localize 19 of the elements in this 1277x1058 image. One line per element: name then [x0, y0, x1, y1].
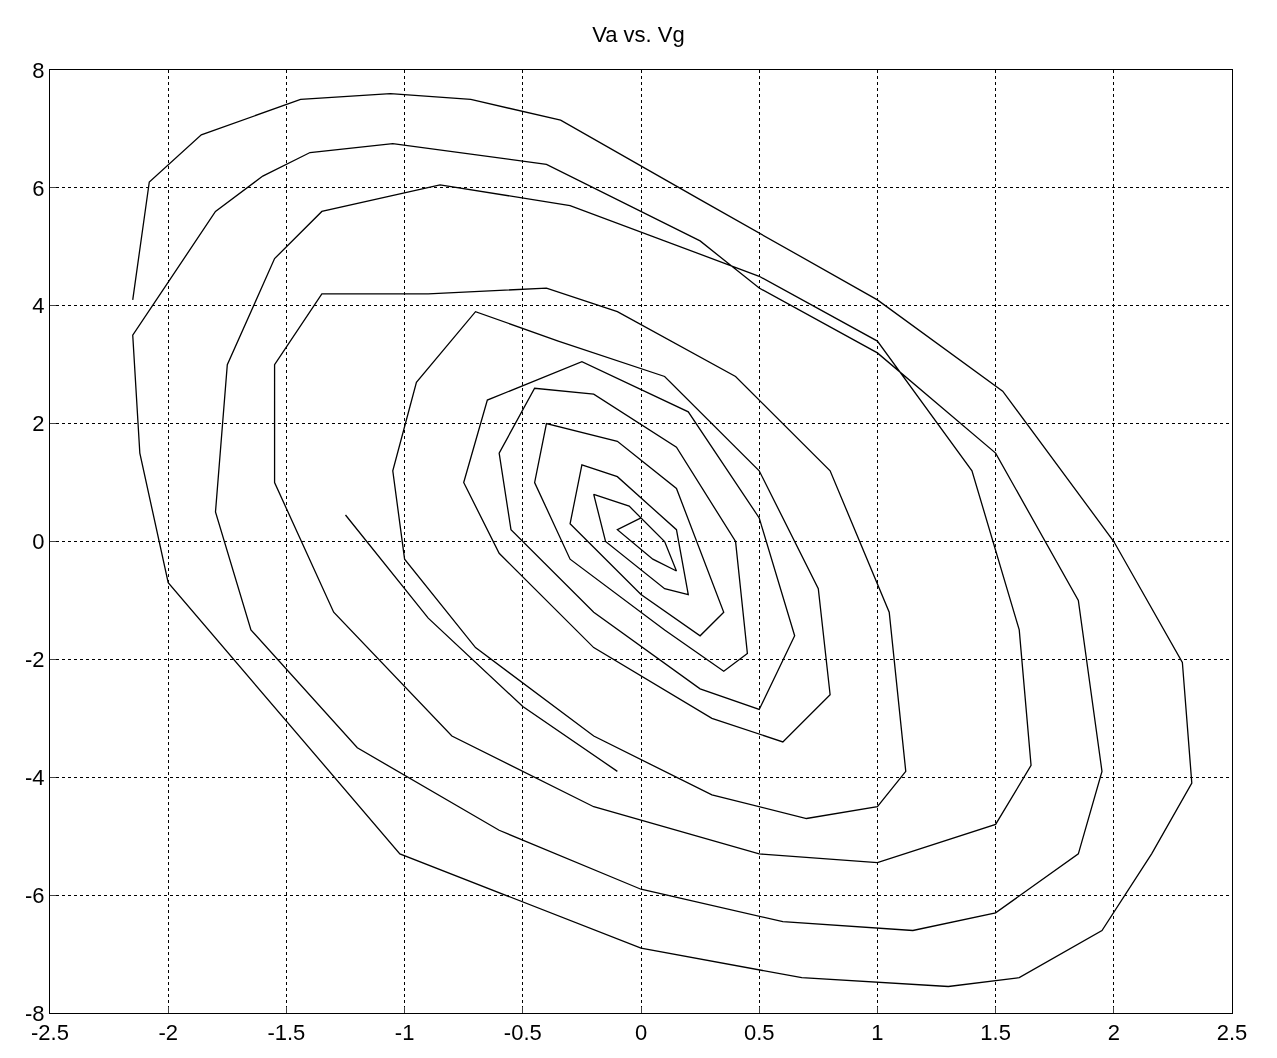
x-tick-label: -2 — [158, 1020, 178, 1046]
y-tick-label: 8 — [32, 57, 45, 83]
chart-title: Va vs. Vg — [592, 21, 685, 47]
y-tick-label: 4 — [32, 293, 45, 319]
x-tick-label: 1 — [871, 1020, 884, 1046]
y-tick-label: -4 — [25, 764, 45, 790]
x-tick-label: 0.5 — [743, 1020, 775, 1046]
x-tick-label: 0 — [634, 1020, 648, 1046]
y-tick-label: -6 — [25, 882, 45, 908]
x-tick-label: -1 — [394, 1020, 415, 1046]
x-tick-label: -1.5 — [267, 1020, 306, 1046]
x-tick-label: 2 — [1107, 1020, 1120, 1046]
x-tick-label: 1.5 — [980, 1020, 1011, 1046]
y-tick-label: -2 — [25, 647, 45, 673]
y-tick-label: 6 — [32, 175, 45, 201]
y-tick-label: 2 — [32, 411, 45, 437]
y-tick-label: 0 — [32, 529, 45, 555]
x-tick-label: -0.5 — [503, 1020, 542, 1046]
x-tick-label: 2.5 — [1216, 1020, 1248, 1046]
